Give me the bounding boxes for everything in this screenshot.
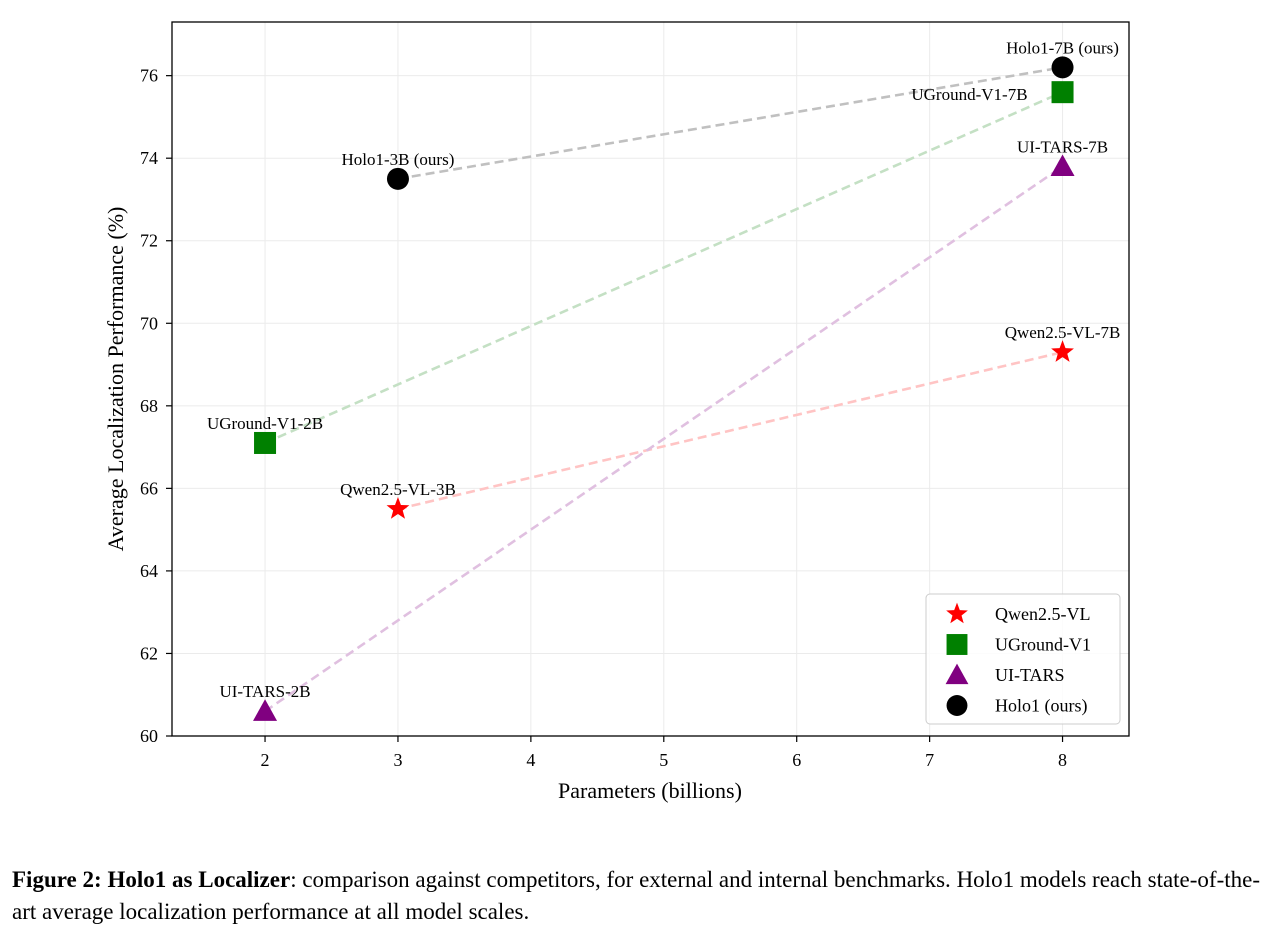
grid-lines (172, 22, 1129, 737)
point-label: Qwen2.5-VL-7B (1005, 323, 1121, 342)
x-tick-label: 5 (659, 750, 668, 770)
y-tick-label: 62 (140, 643, 158, 663)
legend-marker-circle (946, 695, 968, 716)
caption-text: : comparison against competitors, for ex… (12, 867, 1260, 924)
data-point-star (1051, 340, 1074, 362)
legend-marker-square (946, 634, 968, 655)
point-label: UGround-V1-7B (911, 85, 1027, 104)
y-tick-label: 60 (140, 726, 158, 746)
point-label: Holo1-3B (ours) (342, 150, 455, 169)
y-tick-label: 64 (140, 561, 158, 581)
x-tick-label: 6 (792, 750, 801, 770)
data-point-square (254, 431, 277, 454)
legend-box (925, 593, 1121, 725)
point-label: UI-TARS-7B (1017, 137, 1108, 156)
legend-marker-star (946, 602, 968, 624)
legend-label: UGround-V1 (995, 635, 1091, 655)
series-line (264, 165, 1064, 713)
data-point-triangle (1050, 154, 1075, 177)
data-point-square (1051, 81, 1074, 104)
series-line (264, 90, 1064, 445)
legend-marker-triangle (945, 663, 969, 685)
x-axis-label: Parameters (billions) (558, 778, 742, 803)
data-point-triangle (253, 699, 278, 721)
point-label: UGround-V1-2B (207, 414, 323, 433)
x-tick-label: 2 (261, 750, 270, 770)
y-tick-label: 66 (140, 478, 158, 498)
y-tick-label: 70 (140, 313, 158, 333)
data-point-circle (386, 167, 409, 190)
series-line (397, 66, 1063, 181)
y-axis-label: Average Localization Performance (%) (103, 207, 128, 552)
series-line (397, 350, 1063, 511)
point-label: UI-TARS-2B (219, 682, 310, 701)
figure-caption: Figure 2: Holo1 as Localizer: comparison… (12, 864, 1260, 928)
legend-label: UI-TARS (995, 665, 1065, 685)
y-tick-label: 72 (140, 231, 158, 251)
y-tick-label: 68 (140, 396, 158, 416)
point-label: Qwen2.5-VL-3B (340, 480, 456, 499)
data-point-circle (1051, 56, 1074, 79)
legend-label: Qwen2.5-VL (995, 604, 1090, 624)
legend-label: Holo1 (ours) (995, 696, 1088, 717)
x-tick-label: 8 (1058, 750, 1067, 770)
x-tick-label: 7 (925, 750, 934, 770)
data-point-star (386, 497, 410, 519)
series-lines (264, 66, 1064, 713)
x-tick-label: 3 (393, 750, 402, 770)
y-tick-label: 74 (140, 148, 158, 168)
point-label: Holo1-7B (ours) (1006, 38, 1119, 57)
data-markers (253, 56, 1075, 721)
axis-ticks: 2 3 4 5 6 7 8 60 62 64 66 68 70 72 74 76 (140, 66, 1067, 770)
caption-lead: Figure 2: Holo1 as Localizer (12, 867, 291, 892)
point-labels: Qwen2.5-VL-3B Qwen2.5-VL-7B UGround-V1-2B U… (207, 38, 1120, 701)
x-tick-label: 4 (526, 750, 535, 770)
legend: Qwen2.5-VL UGround-V1 UI-TARS Holo1 (ours) (925, 593, 1121, 725)
plot-frame (171, 21, 1130, 737)
y-tick-label: 76 (140, 66, 158, 86)
